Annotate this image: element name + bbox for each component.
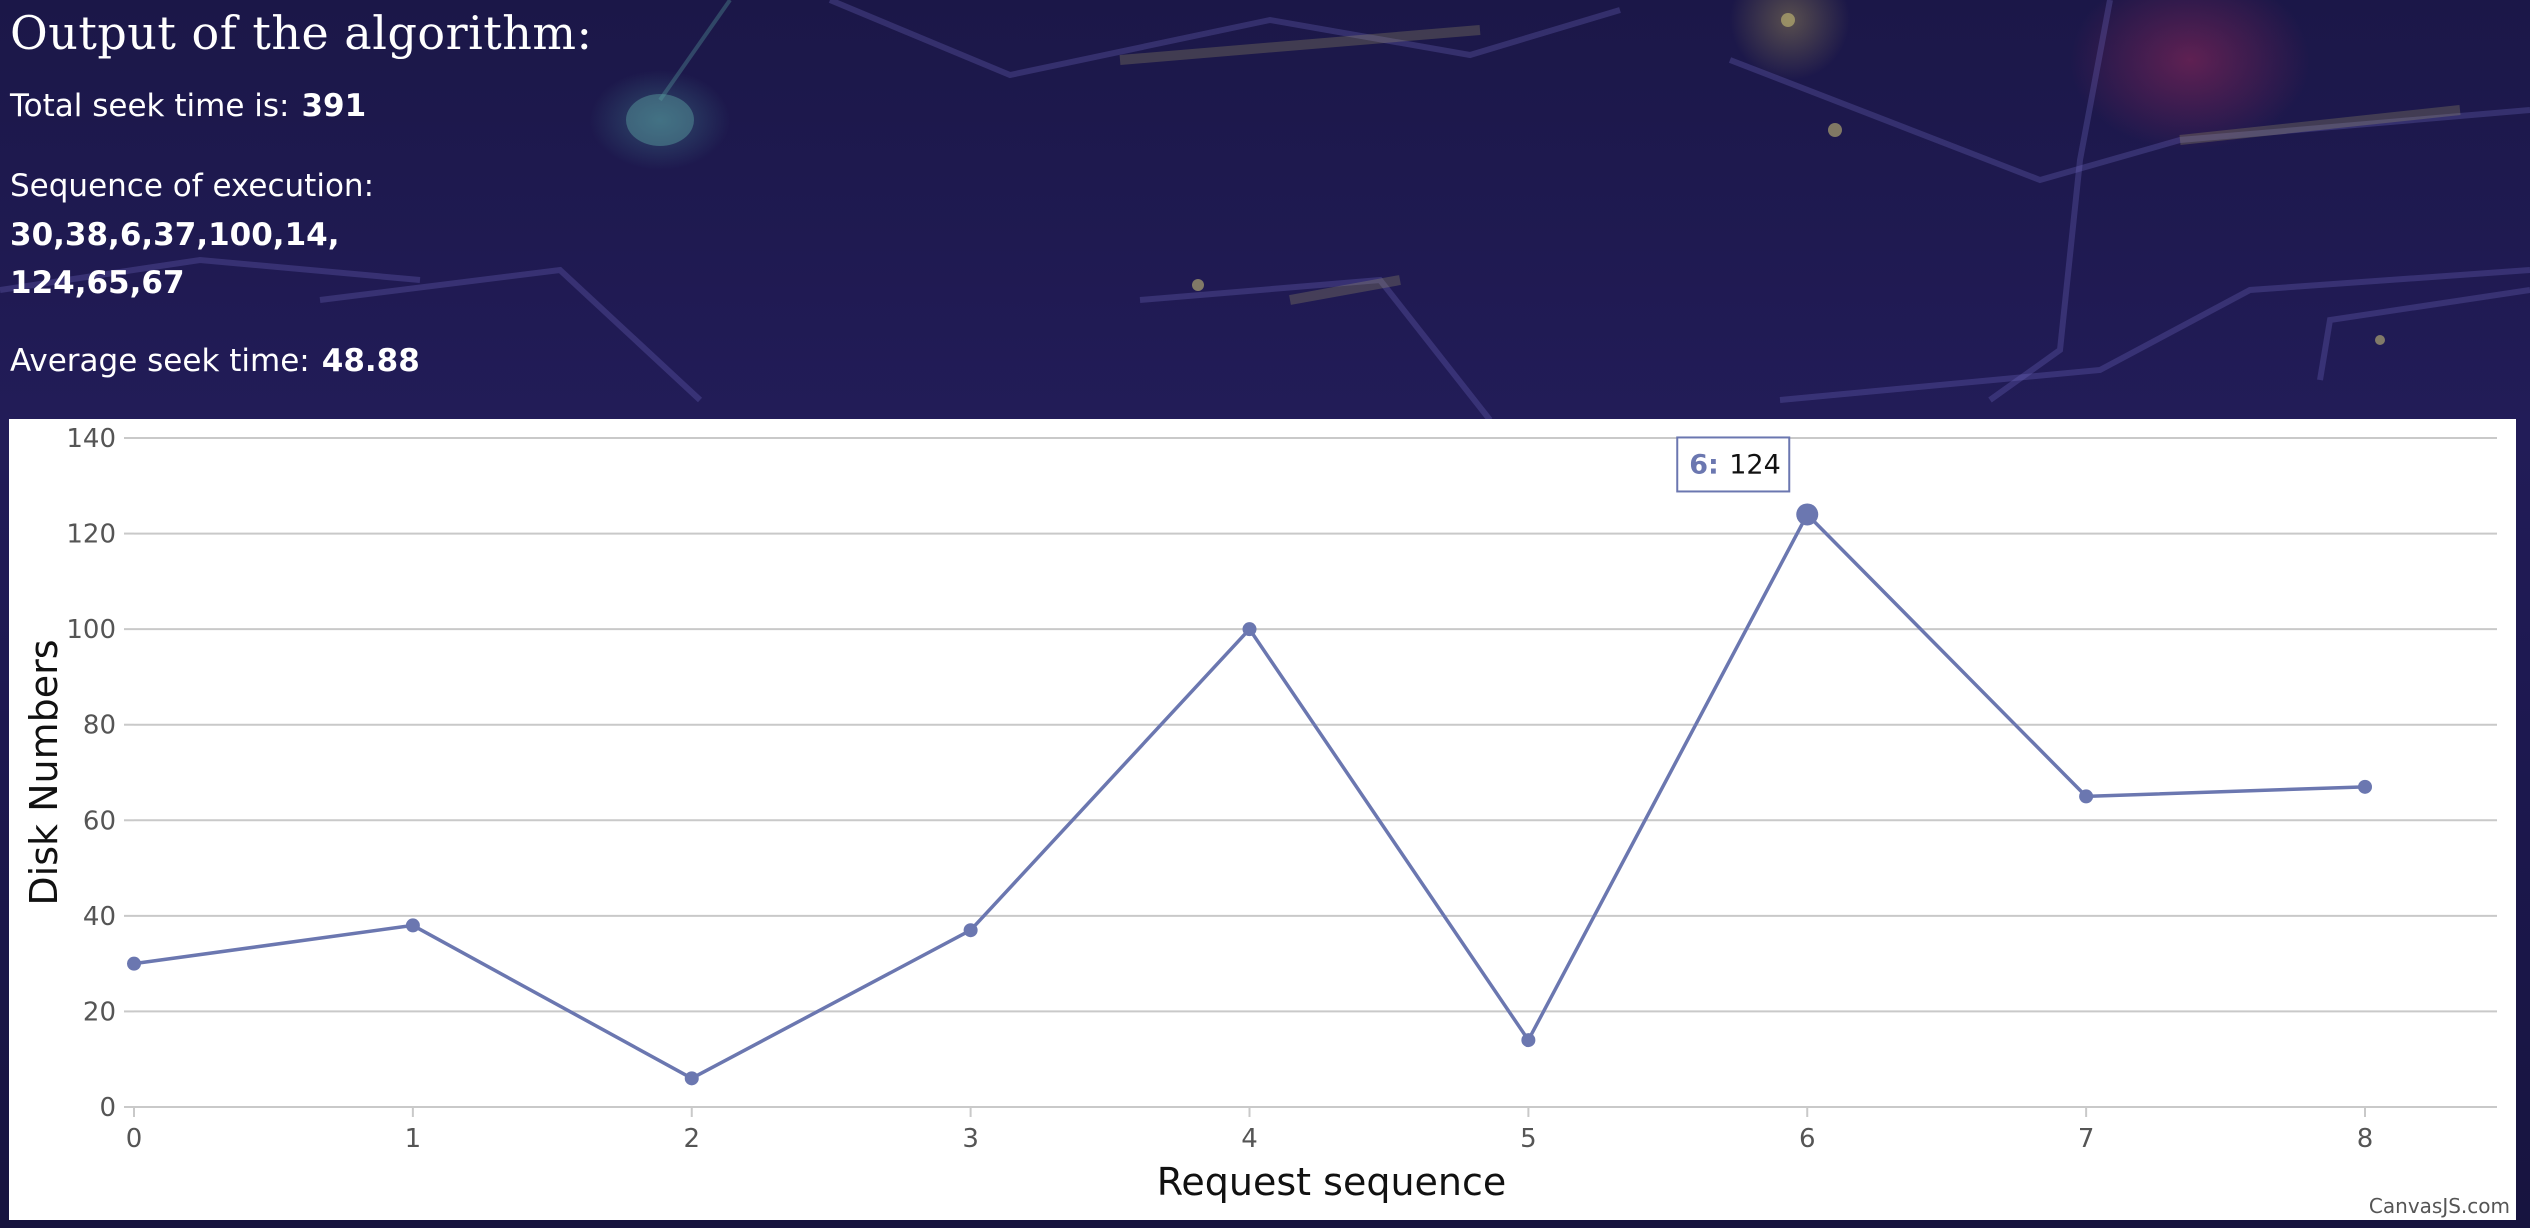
series-line	[133, 512, 2366, 1081]
y-axis-label: Disk Numbers	[22, 639, 66, 905]
data-point-3	[963, 923, 978, 938]
total-seek-label: Total seek time is:	[10, 88, 290, 124]
sequence-line-2: 124,65,67	[10, 265, 185, 301]
x-tick-label-7: 7	[2078, 1124, 2095, 1154]
data-point-2	[684, 1071, 699, 1086]
y-tick-label-0: 0	[99, 1093, 116, 1123]
tooltip-x-label: 6:	[1689, 449, 1719, 480]
background-circuit-pattern	[0, 0, 2530, 420]
data-point-7	[2079, 789, 2094, 804]
y-tick-label-60: 60	[83, 806, 116, 836]
chart-panel: 0 20 40 60 80 100 120 140 0 1 2 3 4 5 6 7 8 Disk Number…	[9, 419, 2516, 1220]
y-tick-label-100: 100	[66, 615, 116, 645]
tooltip-value: 124	[1729, 449, 1781, 480]
tooltip-box	[1676, 436, 1791, 493]
grid-lines	[134, 437, 2497, 1108]
data-point-4	[1242, 622, 1257, 637]
x-tick-label-0: 0	[126, 1124, 143, 1154]
average-seek-time: Average seek time: 48.88	[10, 343, 420, 379]
series-disk-numbers	[127, 503, 2372, 1086]
y-tick-label-20: 20	[83, 997, 116, 1027]
y-tick-label-120: 120	[66, 520, 116, 550]
data-point-0	[127, 956, 141, 971]
data-tooltip: 6: 124	[1676, 436, 1791, 493]
x-tick-label-1: 1	[405, 1124, 422, 1154]
x-tick-label-3: 3	[962, 1124, 979, 1154]
average-seek-value: 48.88	[321, 343, 420, 379]
y-tick-label-80: 80	[83, 711, 116, 741]
x-tick-label-5: 5	[1520, 1124, 1537, 1154]
data-point-5	[1521, 1033, 1536, 1048]
sequence-line-1: 30,38,6,37,100,14,	[10, 217, 340, 253]
x-axis-ticks: 0 1 2 3 4 5 6 7 8	[126, 1107, 2374, 1154]
x-tick-label-8: 8	[2357, 1124, 2374, 1154]
sequence-label: Sequence of execution:	[10, 168, 375, 204]
x-tick-label-4: 4	[1241, 1124, 1258, 1154]
y-axis-ticks: 0 20 40 60 80 100 120 140	[66, 424, 134, 1123]
data-point-8	[2358, 779, 2372, 794]
sequence-values: 30,38,6,37,100,14, 124,65,67	[10, 211, 340, 307]
line-chart: 0 20 40 60 80 100 120 140 0 1 2 3 4 5 6 7 8 Disk Number…	[22, 424, 2497, 1204]
y-tick-label-140: 140	[66, 424, 116, 454]
total-seek-time: Total seek time is: 391	[10, 88, 366, 124]
average-seek-label: Average seek time:	[10, 343, 310, 379]
data-point-1	[405, 918, 420, 933]
x-tick-label-6: 6	[1799, 1124, 1816, 1154]
x-tick-label-2: 2	[683, 1124, 700, 1154]
output-title: Output of the algorithm:	[10, 6, 593, 60]
canvasjs-credit-link[interactable]: CanvasJS.com	[2368, 1194, 2510, 1218]
data-point-6	[1796, 503, 1819, 526]
y-tick-label-40: 40	[83, 902, 116, 932]
total-seek-value: 391	[301, 88, 367, 124]
x-axis-label: Request sequence	[1157, 1160, 1507, 1204]
